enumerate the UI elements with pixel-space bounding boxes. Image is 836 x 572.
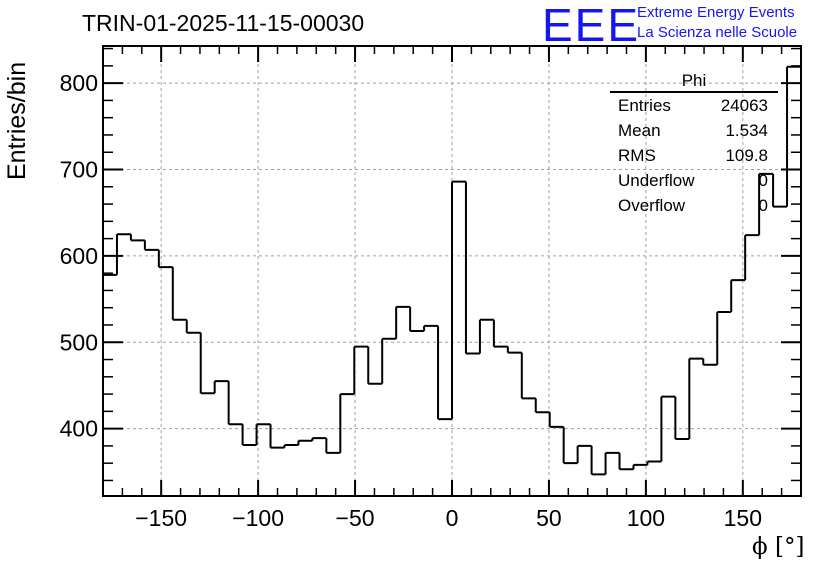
histogram-bin: [744, 234, 760, 281]
histogram-bin: [492, 319, 508, 348]
histogram-bin: [716, 311, 732, 365]
stats-label: Entries: [618, 96, 671, 115]
histogram-bin: [464, 181, 480, 355]
histogram-bin: [478, 318, 494, 354]
histogram-bin: [604, 451, 620, 475]
histogram-bin: [297, 439, 313, 446]
x-tick-label: −100: [232, 505, 284, 531]
histogram-bin: [786, 65, 801, 207]
x-axis-label: ϕ [°]: [752, 534, 805, 560]
stats-value: 1.534: [725, 121, 768, 140]
stats-label: Mean: [618, 121, 661, 140]
histogram-bin: [213, 380, 229, 394]
y-tick-label: 500: [60, 329, 98, 355]
tick-labels: −150 −100 −50 0 50 100 150 400 500 600 700 800: [60, 70, 762, 531]
histogram-bin: [255, 423, 271, 446]
histogram-bin: [520, 352, 536, 400]
y-axis-label: Entries/bin: [3, 61, 31, 180]
histogram-bin: [325, 438, 341, 454]
histogram-bin: [129, 234, 145, 242]
histogram-bin: [367, 346, 383, 385]
histogram-bin: [590, 445, 606, 476]
histogram-bin: [381, 337, 397, 384]
stats-row-rms: RMS 109.8: [610, 143, 778, 168]
x-tick-label: 150: [724, 505, 762, 531]
stats-row-mean: Mean 1.534: [610, 118, 778, 143]
histogram-bin: [562, 426, 578, 465]
org-name: Extreme Energy Events: [637, 4, 795, 21]
histogram-bin: [171, 267, 187, 321]
histogram-bin: [646, 460, 662, 465]
histogram-bin: [227, 381, 243, 426]
axis-ticks: [102, 46, 802, 496]
histogram-bin: [534, 398, 550, 414]
x-tick-label: 0: [446, 505, 459, 531]
histogram-bin: [632, 463, 648, 470]
histogram-bin: [451, 180, 466, 420]
histogram-bin: [423, 324, 439, 332]
histogram-bin: [157, 249, 173, 269]
org-subtitle: La Scienza nelle Scuole: [637, 24, 798, 41]
stats-box: Phi Entries 24063 Mean 1.534 RMS 109.8 U…: [610, 71, 778, 218]
plot-title: TRIN-01-2025-11-15-00030: [82, 10, 365, 36]
histogram-bin: [199, 332, 215, 395]
x-tick-label: −50: [336, 505, 375, 531]
x-tick-label: −150: [135, 505, 187, 531]
y-tick-label: 800: [60, 70, 98, 96]
histogram-bin: [576, 444, 592, 464]
y-tick-label: 600: [60, 243, 98, 269]
y-tick-label: 700: [60, 157, 98, 183]
histogram-bin: [269, 424, 285, 449]
histogram-bin: [674, 396, 690, 440]
stats-row-entries: Entries 24063: [610, 93, 778, 118]
histogram-bin: [506, 346, 522, 354]
histogram-bin: [772, 173, 788, 208]
x-tick-label: 100: [627, 505, 665, 531]
histogram-bin: [353, 345, 369, 395]
histogram-bin: [409, 306, 425, 333]
histogram-bin: [758, 172, 774, 236]
stats-title: Phi: [610, 71, 778, 93]
histogram-bin: [185, 319, 201, 334]
histogram-bin: [311, 437, 327, 441]
x-tick-label: 50: [536, 505, 562, 531]
histogram-bin: [283, 444, 299, 448]
stats-value: 0: [758, 171, 768, 190]
histogram-bin: [730, 279, 746, 313]
histogram-bin: [437, 325, 452, 421]
histogram-bin: [241, 424, 257, 447]
histogram-bin: [143, 240, 159, 251]
histogram-bars: [103, 65, 801, 476]
histogram-bin: [395, 305, 411, 339]
histogram-bin: [339, 393, 355, 453]
histogram-bin: [548, 412, 564, 428]
stats-value: 109.8: [725, 146, 768, 165]
stats-row-underflow: Underflow 0: [610, 168, 778, 193]
histogram-bin: [688, 357, 704, 439]
stats-row-overflow: Overflow 0: [610, 193, 778, 218]
stats-label: Overflow: [618, 196, 686, 215]
stats-value: 0: [758, 196, 768, 215]
stats-label: RMS: [618, 146, 656, 165]
histogram-bin: [702, 358, 718, 366]
histogram-bin: [115, 233, 131, 275]
y-tick-label: 400: [60, 416, 98, 442]
histogram-bin: [660, 395, 676, 462]
stats-label: Underflow: [618, 171, 695, 190]
histogram-bin: [618, 452, 634, 471]
stats-value: 24063: [720, 96, 768, 115]
eee-logo: EEE: [542, 0, 641, 51]
